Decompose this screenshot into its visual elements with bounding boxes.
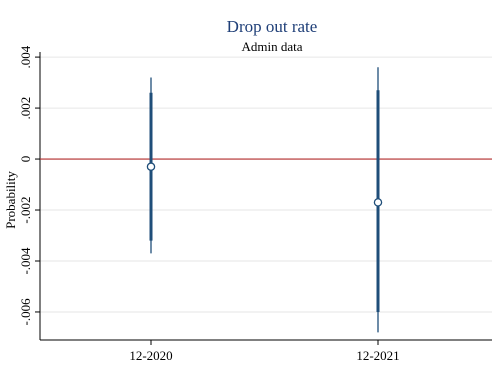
point-estimates bbox=[146, 162, 383, 207]
y-tick-label-0: .004 bbox=[18, 45, 33, 68]
y-tick-label-4: -.004 bbox=[18, 247, 33, 275]
chart-subtitle: Admin data bbox=[241, 39, 302, 54]
x-tick-label-1: 12-2021 bbox=[356, 348, 399, 363]
tick-labels: .004 .002 0 -.002 -.004 -.006 12-2020 12-2021 bbox=[18, 45, 400, 363]
point-estimate-1 bbox=[373, 198, 383, 207]
point-estimate-0 bbox=[146, 162, 156, 171]
y-tick-label-2: 0 bbox=[18, 156, 33, 163]
gridlines bbox=[40, 56, 492, 313]
y-tick-label-5: -.006 bbox=[18, 298, 33, 326]
chart-title: Drop out rate bbox=[227, 17, 318, 36]
y-tick-label-3: -.002 bbox=[18, 196, 33, 223]
x-tick-label-0: 12-2020 bbox=[129, 348, 172, 363]
y-tick-label-1: .002 bbox=[18, 97, 33, 120]
confidence-intervals bbox=[149, 67, 380, 333]
y-axis-title: Probability bbox=[3, 171, 18, 229]
axes bbox=[35, 52, 492, 345]
